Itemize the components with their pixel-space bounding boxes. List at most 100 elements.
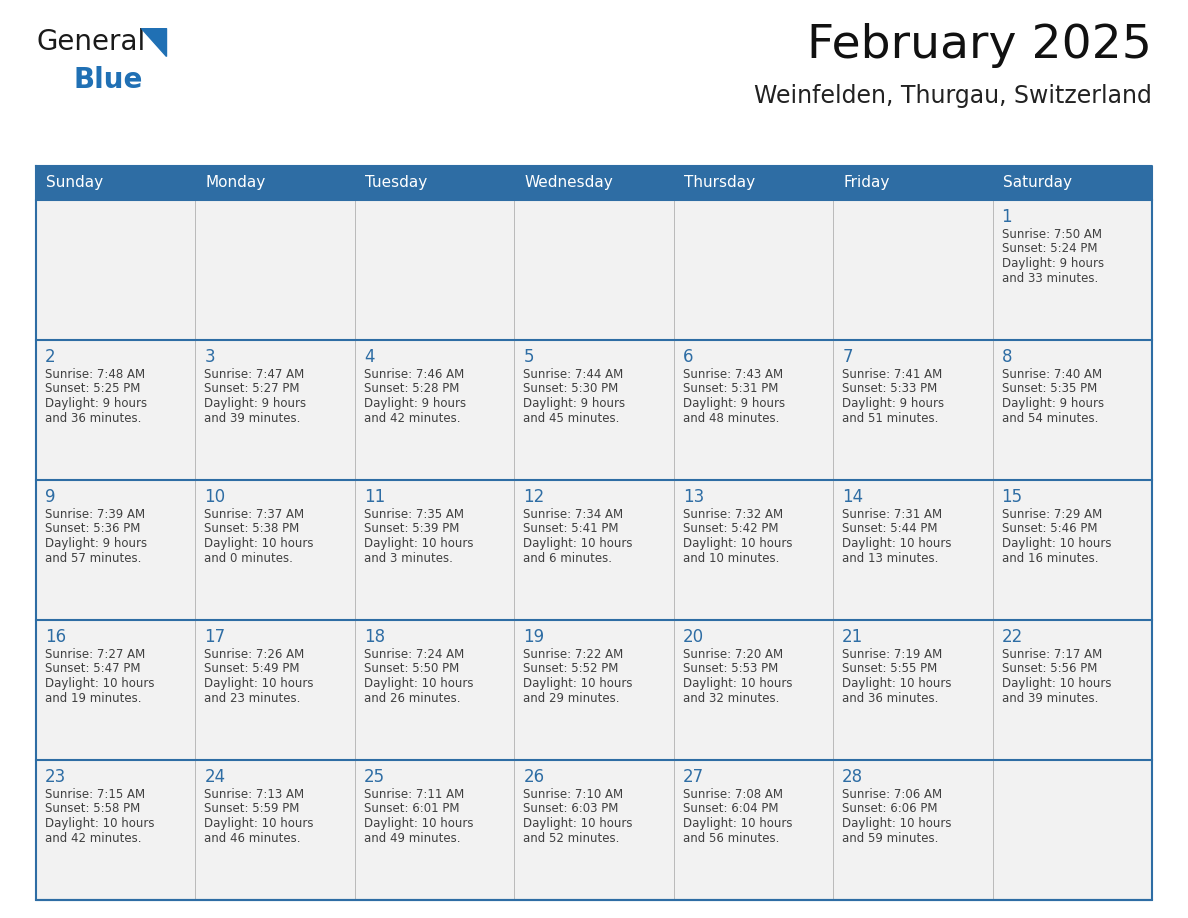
Text: Sunset: 5:52 PM: Sunset: 5:52 PM: [523, 663, 619, 676]
Text: 13: 13: [683, 488, 704, 506]
Bar: [355, 480, 514, 620]
Text: Daylight: 10 hours: Daylight: 10 hours: [204, 537, 314, 550]
Bar: [674, 340, 833, 480]
Text: Sunset: 5:59 PM: Sunset: 5:59 PM: [204, 802, 299, 815]
Text: Blue: Blue: [74, 66, 144, 94]
Text: Sunrise: 7:32 AM: Sunrise: 7:32 AM: [683, 508, 783, 521]
Bar: [674, 760, 833, 900]
Text: Daylight: 10 hours: Daylight: 10 hours: [523, 677, 633, 690]
Text: Sunset: 5:47 PM: Sunset: 5:47 PM: [45, 663, 140, 676]
Text: and 56 minutes.: and 56 minutes.: [683, 832, 779, 845]
Text: Sunrise: 7:22 AM: Sunrise: 7:22 AM: [523, 648, 624, 661]
Text: Saturday: Saturday: [1003, 175, 1072, 191]
Text: Sunset: 6:01 PM: Sunset: 6:01 PM: [364, 802, 460, 815]
Text: 27: 27: [683, 768, 703, 786]
Bar: [833, 480, 992, 620]
Text: Tuesday: Tuesday: [365, 175, 428, 191]
Bar: [833, 340, 992, 480]
Text: Monday: Monday: [206, 175, 266, 191]
Bar: [992, 480, 1152, 620]
Text: and 49 minutes.: and 49 minutes.: [364, 832, 461, 845]
Bar: [36, 760, 196, 900]
Text: and 16 minutes.: and 16 minutes.: [1001, 552, 1098, 565]
Text: 12: 12: [523, 488, 544, 506]
Text: Sunrise: 7:24 AM: Sunrise: 7:24 AM: [364, 648, 465, 661]
Text: 18: 18: [364, 628, 385, 646]
Bar: [36, 620, 196, 760]
Text: Sunset: 5:58 PM: Sunset: 5:58 PM: [45, 802, 140, 815]
Text: Daylight: 10 hours: Daylight: 10 hours: [842, 817, 952, 830]
Text: and 46 minutes.: and 46 minutes.: [204, 832, 301, 845]
Text: and 0 minutes.: and 0 minutes.: [204, 552, 293, 565]
Bar: [514, 200, 674, 340]
Text: 26: 26: [523, 768, 544, 786]
Text: Sunday: Sunday: [46, 175, 103, 191]
Polygon shape: [141, 28, 166, 56]
Text: Daylight: 9 hours: Daylight: 9 hours: [842, 397, 944, 410]
Text: 6: 6: [683, 348, 694, 366]
Text: 11: 11: [364, 488, 385, 506]
Bar: [355, 200, 514, 340]
Text: Sunrise: 7:27 AM: Sunrise: 7:27 AM: [45, 648, 145, 661]
Text: Sunset: 5:31 PM: Sunset: 5:31 PM: [683, 383, 778, 396]
Bar: [992, 340, 1152, 480]
Text: Sunrise: 7:34 AM: Sunrise: 7:34 AM: [523, 508, 624, 521]
Text: and 42 minutes.: and 42 minutes.: [364, 411, 461, 424]
Text: Sunset: 5:56 PM: Sunset: 5:56 PM: [1001, 663, 1097, 676]
Text: Sunrise: 7:41 AM: Sunrise: 7:41 AM: [842, 368, 942, 381]
Text: and 33 minutes.: and 33 minutes.: [1001, 272, 1098, 285]
Text: Sunset: 5:24 PM: Sunset: 5:24 PM: [1001, 242, 1097, 255]
Text: General: General: [36, 28, 145, 56]
Text: Sunrise: 7:13 AM: Sunrise: 7:13 AM: [204, 788, 304, 801]
Text: and 10 minutes.: and 10 minutes.: [683, 552, 779, 565]
Text: Sunset: 5:25 PM: Sunset: 5:25 PM: [45, 383, 140, 396]
Bar: [355, 340, 514, 480]
Text: and 36 minutes.: and 36 minutes.: [842, 691, 939, 704]
Text: and 6 minutes.: and 6 minutes.: [523, 552, 612, 565]
Text: and 3 minutes.: and 3 minutes.: [364, 552, 453, 565]
Text: and 57 minutes.: and 57 minutes.: [45, 552, 141, 565]
Bar: [674, 620, 833, 760]
Text: and 54 minutes.: and 54 minutes.: [1001, 411, 1098, 424]
Text: Sunrise: 7:08 AM: Sunrise: 7:08 AM: [683, 788, 783, 801]
Text: Daylight: 10 hours: Daylight: 10 hours: [842, 677, 952, 690]
Text: Daylight: 10 hours: Daylight: 10 hours: [45, 817, 154, 830]
Text: 3: 3: [204, 348, 215, 366]
Text: and 36 minutes.: and 36 minutes.: [45, 411, 141, 424]
Bar: [196, 340, 355, 480]
Text: Sunrise: 7:44 AM: Sunrise: 7:44 AM: [523, 368, 624, 381]
Bar: [514, 480, 674, 620]
Text: Daylight: 10 hours: Daylight: 10 hours: [842, 537, 952, 550]
Text: and 51 minutes.: and 51 minutes.: [842, 411, 939, 424]
Text: Sunrise: 7:06 AM: Sunrise: 7:06 AM: [842, 788, 942, 801]
Text: Sunrise: 7:37 AM: Sunrise: 7:37 AM: [204, 508, 304, 521]
Text: Sunset: 5:46 PM: Sunset: 5:46 PM: [1001, 522, 1097, 535]
Text: Sunrise: 7:35 AM: Sunrise: 7:35 AM: [364, 508, 463, 521]
Text: Sunset: 5:30 PM: Sunset: 5:30 PM: [523, 383, 619, 396]
Text: Sunset: 5:49 PM: Sunset: 5:49 PM: [204, 663, 299, 676]
Text: Daylight: 10 hours: Daylight: 10 hours: [364, 817, 473, 830]
Text: Sunset: 5:28 PM: Sunset: 5:28 PM: [364, 383, 460, 396]
Text: 8: 8: [1001, 348, 1012, 366]
Bar: [36, 166, 1152, 200]
Text: Daylight: 9 hours: Daylight: 9 hours: [683, 397, 785, 410]
Text: and 23 minutes.: and 23 minutes.: [204, 691, 301, 704]
Bar: [196, 620, 355, 760]
Text: Daylight: 10 hours: Daylight: 10 hours: [523, 537, 633, 550]
Text: Sunrise: 7:17 AM: Sunrise: 7:17 AM: [1001, 648, 1101, 661]
Text: Daylight: 10 hours: Daylight: 10 hours: [364, 537, 473, 550]
Text: Sunset: 5:33 PM: Sunset: 5:33 PM: [842, 383, 937, 396]
Text: Friday: Friday: [843, 175, 890, 191]
Text: Sunset: 5:53 PM: Sunset: 5:53 PM: [683, 663, 778, 676]
Text: 23: 23: [45, 768, 67, 786]
Text: Sunset: 5:27 PM: Sunset: 5:27 PM: [204, 383, 299, 396]
Text: and 52 minutes.: and 52 minutes.: [523, 832, 620, 845]
Text: Sunrise: 7:10 AM: Sunrise: 7:10 AM: [523, 788, 624, 801]
Text: Sunrise: 7:46 AM: Sunrise: 7:46 AM: [364, 368, 465, 381]
Text: and 45 minutes.: and 45 minutes.: [523, 411, 620, 424]
Text: 22: 22: [1001, 628, 1023, 646]
Text: Sunset: 5:44 PM: Sunset: 5:44 PM: [842, 522, 937, 535]
Text: Daylight: 10 hours: Daylight: 10 hours: [45, 677, 154, 690]
Bar: [674, 200, 833, 340]
Text: Daylight: 9 hours: Daylight: 9 hours: [45, 397, 147, 410]
